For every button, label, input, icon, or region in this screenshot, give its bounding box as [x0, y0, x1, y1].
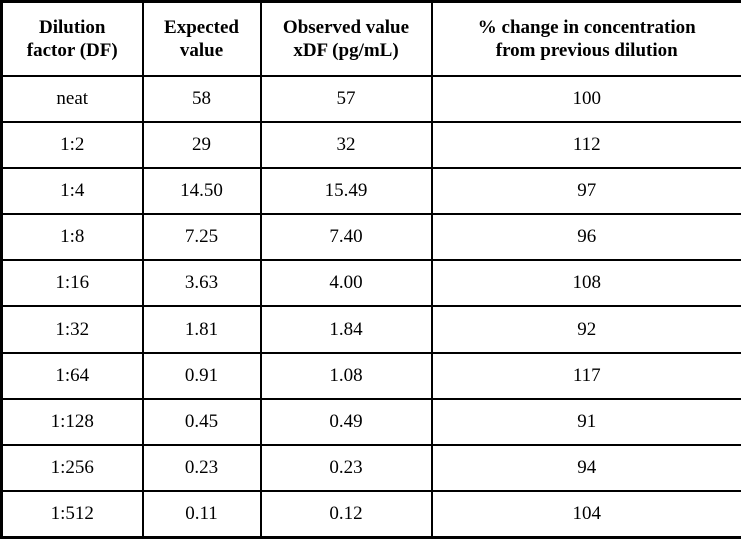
table-cell: 96 — [430, 213, 741, 262]
table-row: 1:128 0.45 0.49 91 — [0, 397, 741, 446]
table-cell: 0.45 — [141, 397, 262, 446]
header-row: Dilution factor (DF) Expected value Observ… — [0, 0, 741, 77]
table-cell: 100 — [430, 74, 741, 124]
table-cell: 32 — [259, 121, 433, 170]
table-cell: 0.23 — [141, 443, 262, 492]
table-row: 1:512 0.11 0.12 104 — [0, 489, 741, 539]
table-row: 1:256 0.23 0.23 94 — [0, 443, 741, 492]
table-cell: 1:128 — [0, 397, 144, 446]
header-cell: Expected value — [141, 0, 262, 77]
table-cell: 29 — [141, 121, 262, 170]
table-cell: 1:64 — [0, 351, 144, 400]
table-cell: 1:4 — [0, 167, 144, 216]
table-cell: 7.40 — [259, 213, 433, 262]
table-row: 1:64 0.91 1.08 117 — [0, 351, 741, 400]
table-cell: 1:2 — [0, 121, 144, 170]
table-row: 1:32 1.81 1.84 92 — [0, 305, 741, 354]
table-cell: 108 — [430, 259, 741, 308]
header-cell: Dilution factor (DF) — [0, 0, 144, 77]
table-cell: 1:512 — [0, 489, 144, 539]
table-cell: 0.91 — [141, 351, 262, 400]
table-cell: 0.12 — [259, 489, 433, 539]
table-cell: 58 — [141, 74, 262, 124]
table-cell: 1:256 — [0, 443, 144, 492]
table-cell: 91 — [430, 397, 741, 446]
table-row: neat 58 57 100 — [0, 74, 741, 124]
table-cell: 0.23 — [259, 443, 433, 492]
table-cell: 1:8 — [0, 213, 144, 262]
table-cell: 0.49 — [259, 397, 433, 446]
table-cell: 112 — [430, 121, 741, 170]
table-cell: 94 — [430, 443, 741, 492]
table-cell: 57 — [259, 74, 433, 124]
table-cell: 1:32 — [0, 305, 144, 354]
table-cell: 0.11 — [141, 489, 262, 539]
table-cell: 14.50 — [141, 167, 262, 216]
table-cell: 15.49 — [259, 167, 433, 216]
table-cell: 97 — [430, 167, 741, 216]
table-cell: neat — [0, 74, 144, 124]
table-cell: 1.08 — [259, 351, 433, 400]
table-row: 1:2 29 32 112 — [0, 121, 741, 170]
table-row: 1:4 14.50 15.49 97 — [0, 167, 741, 216]
table-row: 1:8 7.25 7.40 96 — [0, 213, 741, 262]
header-cell: Observed value xDF (pg/mL) — [259, 0, 433, 77]
table-cell: 117 — [430, 351, 741, 400]
table-cell: 4.00 — [259, 259, 433, 308]
table-cell: 7.25 — [141, 213, 262, 262]
table-cell: 1.81 — [141, 305, 262, 354]
table-cell: 92 — [430, 305, 741, 354]
header-cell: % change in concentration from previous … — [430, 0, 741, 77]
table-body: neat 58 57 100 1:2 29 32 112 1:4 14.50 15.49 97 1:8 7… — [0, 74, 741, 539]
table-cell: 1.84 — [259, 305, 433, 354]
table-cell: 104 — [430, 489, 741, 539]
table-row: 1:16 3.63 4.00 108 — [0, 259, 741, 308]
table-cell: 3.63 — [141, 259, 262, 308]
table-cell: 1:16 — [0, 259, 144, 308]
